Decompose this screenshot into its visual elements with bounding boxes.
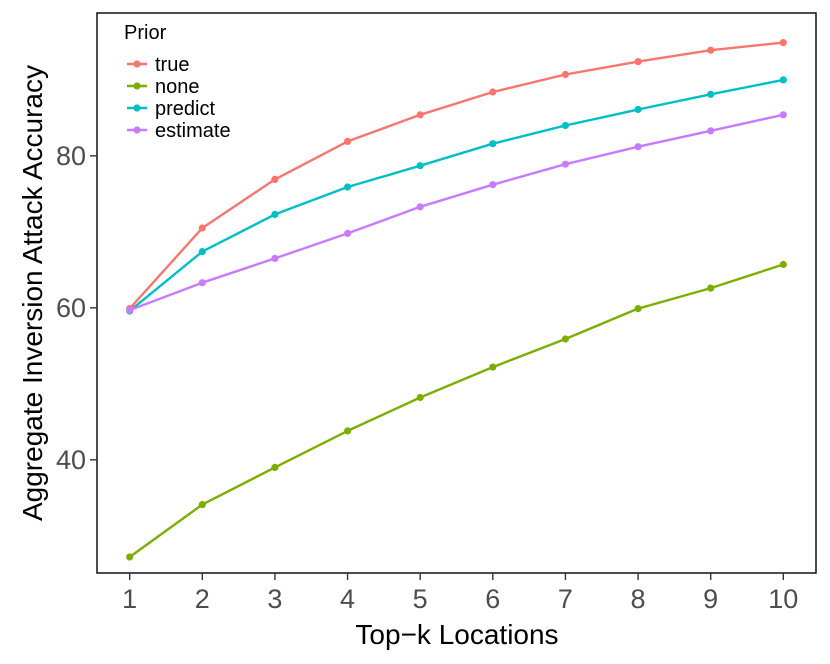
data-point-predict (271, 210, 279, 218)
data-point-true (416, 111, 424, 119)
data-point-estimate (779, 111, 787, 119)
y-tick-label: 40 (56, 445, 86, 475)
x-tick-label: 1 (122, 584, 137, 614)
x-tick-label: 4 (340, 584, 355, 614)
data-point-none (271, 463, 279, 471)
data-point-true (198, 224, 206, 232)
y-axis-label: Aggregate Inversion Attack Accuracy (17, 65, 48, 521)
legend-label-true: true (155, 54, 189, 76)
x-tick-label: 7 (558, 584, 573, 614)
legend-title: Prior (124, 22, 167, 44)
series-line-predict (128, 78, 784, 312)
x-tick-label: 8 (631, 584, 646, 614)
data-point-none (489, 363, 497, 371)
data-point-none (198, 501, 206, 509)
data-point-predict (634, 105, 642, 114)
data-point-none (344, 427, 352, 435)
x-axis-label: Top−k Locations (355, 619, 558, 650)
data-point-estimate (561, 160, 570, 168)
data-point-estimate (634, 143, 642, 151)
plot-area (96, 12, 817, 574)
data-point-true (271, 175, 279, 183)
legend-key-point-none (133, 82, 141, 90)
series-line-true (128, 41, 784, 310)
x-tick-label: 10 (768, 584, 798, 614)
data-point-none (779, 260, 787, 269)
y-tick-label: 80 (56, 141, 86, 171)
data-point-predict (416, 162, 424, 170)
data-point-true (634, 58, 642, 66)
data-point-none (707, 284, 715, 292)
y-axis: 40 60 80 (56, 141, 97, 475)
data-point-estimate (126, 306, 134, 314)
data-point-true (344, 137, 352, 145)
x-tick-label: 5 (413, 584, 428, 614)
legend-label-estimate: estimate (155, 120, 231, 142)
data-point-true (561, 70, 570, 79)
x-tick-label: 6 (485, 584, 500, 614)
y-tick-label: 60 (56, 293, 86, 323)
legend-key-point-true (133, 60, 141, 68)
legend-label-none: none (155, 76, 200, 98)
data-point-true (489, 88, 497, 96)
x-tick-label: 2 (195, 584, 210, 614)
data-point-estimate (707, 127, 715, 135)
data-point-estimate (489, 181, 497, 189)
data-point-predict (344, 183, 352, 191)
data-point-estimate (344, 229, 352, 237)
data-point-none (634, 305, 642, 313)
data-point-predict (198, 248, 206, 256)
x-tick-label: 3 (267, 584, 282, 614)
data-point-none (561, 335, 570, 343)
data-point-estimate (416, 203, 424, 211)
x-tick-label: 9 (703, 584, 718, 614)
data-point-predict (779, 76, 787, 84)
data-point-none (416, 393, 424, 402)
series-line-none (128, 263, 784, 558)
legend-key-point-predict (133, 104, 141, 112)
data-point-estimate (198, 279, 206, 287)
plot-border (96, 12, 817, 574)
data-point-true (707, 46, 715, 54)
data-point-true (779, 39, 787, 47)
data-point-predict (561, 121, 570, 130)
data-point-predict (489, 140, 497, 148)
legend-key-point-estimate (133, 126, 141, 134)
legend-label-predict: predict (155, 98, 215, 120)
series-line-estimate (129, 113, 784, 312)
x-axis: 1 2 3 4 5 6 7 8 9 10 (122, 573, 798, 614)
data-point-none (126, 553, 134, 561)
data-point-predict (707, 90, 715, 98)
data-point-estimate (271, 254, 279, 262)
